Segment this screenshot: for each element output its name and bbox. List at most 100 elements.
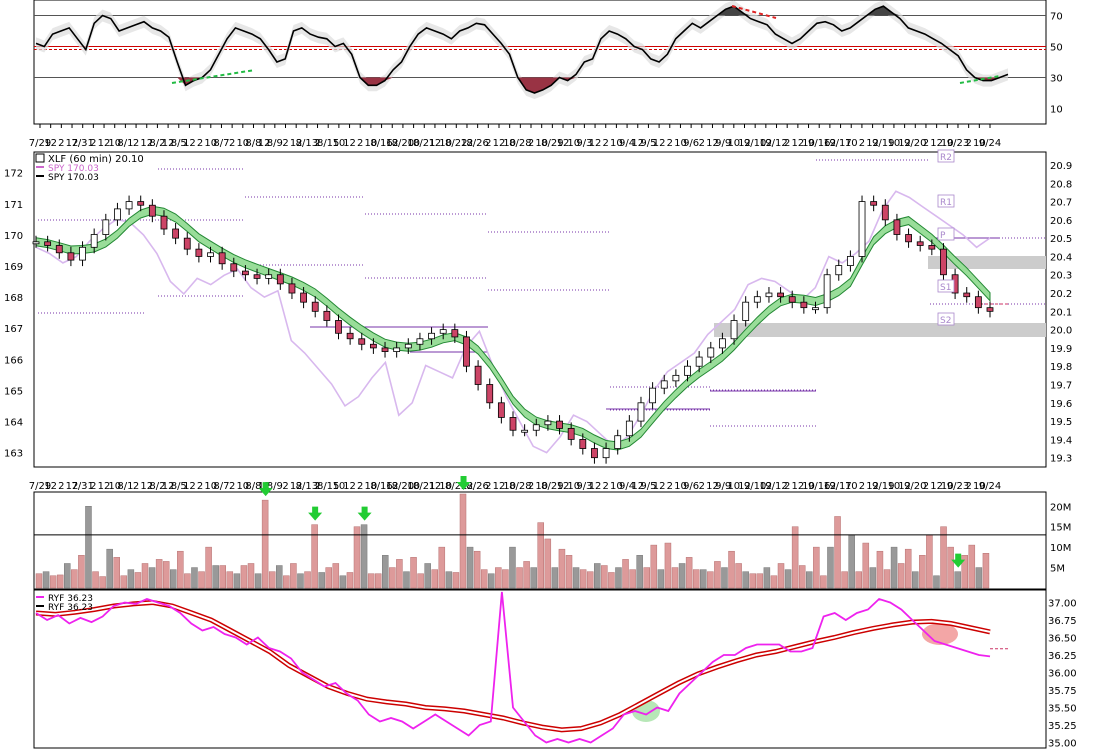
x-tick-label: 2 [314,138,320,149]
volume-bar [777,563,785,589]
volume-panel: 20M 15M 10M 5M [33,476,1071,590]
x-tick-label: 9/23 [947,481,969,492]
volume-bar [148,567,156,589]
price-right-tick-label: 19.8 [1050,362,1072,373]
volume-bar [523,561,530,589]
price-right-tick-label: 20.5 [1050,234,1072,245]
x-tick-label: 12 [44,138,57,149]
volume-bar [78,555,85,589]
volume-bar [791,526,799,589]
candle-body [695,356,703,367]
x-tick-label: 8/20 [392,481,414,492]
x-tick-label: 12 [162,138,175,149]
volume-bar [848,534,855,589]
volume-bar [106,548,113,589]
x-tick-label: 2 [528,481,534,492]
x-tick-label: 2 [699,138,705,149]
candle-body [369,343,377,349]
legend-label: SPY 170.03 [48,173,99,183]
x-tick-label: 9/5 [640,481,656,492]
pivot-label: R2 [940,153,952,163]
price-right-tick-label: 19.4 [1050,435,1072,446]
volume-bar [396,559,403,589]
volume-arrow [456,476,471,490]
x-tick-label: 9/12 [765,481,787,492]
x-tick-label: 12 [183,481,196,492]
volume-bar [339,575,347,589]
volume-bar [954,571,961,589]
ryf-panel: 37.00 36.75 36.50 36.25 36.00 35.75 35.50 35.25… [33,589,1077,750]
x-tick-label: 2 [90,481,96,492]
price-left-tick-label: 167 [4,324,23,335]
volume-tick-label: 20M [1050,502,1071,513]
price-left-tick-label: 163 [4,449,23,460]
candle-body [79,246,86,261]
x-tick-label: 9/19 [872,481,894,492]
volume-bar [325,567,332,589]
volume-bar [247,563,255,589]
ryf-tick-label: 35.00 [1048,739,1077,750]
price-left-tick-label: 166 [4,355,23,366]
x-tick-label: 7/29 [29,481,51,492]
volume-bar [643,567,650,589]
x-tick-label: 12 [759,138,772,149]
rsi-divergence-red [731,5,777,19]
volume-bar [417,573,424,589]
x-tick-label: 12 [930,481,943,492]
candle-body [218,252,226,265]
x-tick-label: 9/3 [576,138,592,149]
x-tick-label: 8/9 [267,138,283,149]
x-tick-label: 10 [973,481,986,492]
x-tick-label: 2 [229,138,235,149]
x-tick-label: 12 [386,481,399,492]
x-tick-label: 2 [357,138,363,149]
volume-bar [367,573,375,589]
candle-body [265,274,273,279]
x-tick-label: 12 [759,481,772,492]
volume-bar [869,567,877,589]
x-tick-label: 10 [888,138,901,149]
volume-bar [798,565,806,589]
ryf-legend-label: RYF 36.23 [48,594,93,604]
volume-bar [424,563,431,589]
x-tick-label: 12 [343,481,356,492]
x-tick-label: 12 [183,138,196,149]
candle-body [148,204,156,217]
x-tick-label: 10 [888,481,901,492]
x-tick-label: 10 [567,481,580,492]
volume-bar [261,499,269,589]
x-tick-label: 12 [493,138,506,149]
rsi-series [35,0,1009,100]
price-right-tick-label: 20.6 [1050,216,1072,227]
x-tick-label: 12 [706,481,719,492]
volume-bar [99,576,106,589]
volume-bar [184,573,191,589]
volume-bar [890,546,898,589]
volume-bar [35,573,43,589]
x-tick-label: 8/5 [171,481,187,492]
candle-body [846,256,854,266]
candle-body [986,307,994,312]
x-tick-label: 2 [784,138,790,149]
x-tick-label: 12 [706,138,719,149]
x-tick-label: 12 [98,481,111,492]
volume-bar [551,567,559,589]
x-tick-label: 12 [557,481,570,492]
volume-bar [233,573,241,589]
ryf-tick-label: 37.00 [1048,599,1077,610]
candle-body [881,204,889,221]
price-right-tick-label: 20.1 [1050,307,1072,318]
volume-bar [912,571,919,589]
x-tick-label: 12 [557,138,570,149]
volume-bar [784,569,792,589]
x-tick-label: 8/22 [445,481,467,492]
ryf-tick-label: 35.75 [1048,686,1077,697]
x-tick-label: 12 [343,138,356,149]
volume-bar [473,550,481,589]
x-tick-label: 9/16 [808,138,830,149]
x-tick-label: 12 [898,481,911,492]
x-tick-label: 10 [941,138,954,149]
x-tick-label: 12 [791,138,804,149]
candle-body [207,252,214,257]
